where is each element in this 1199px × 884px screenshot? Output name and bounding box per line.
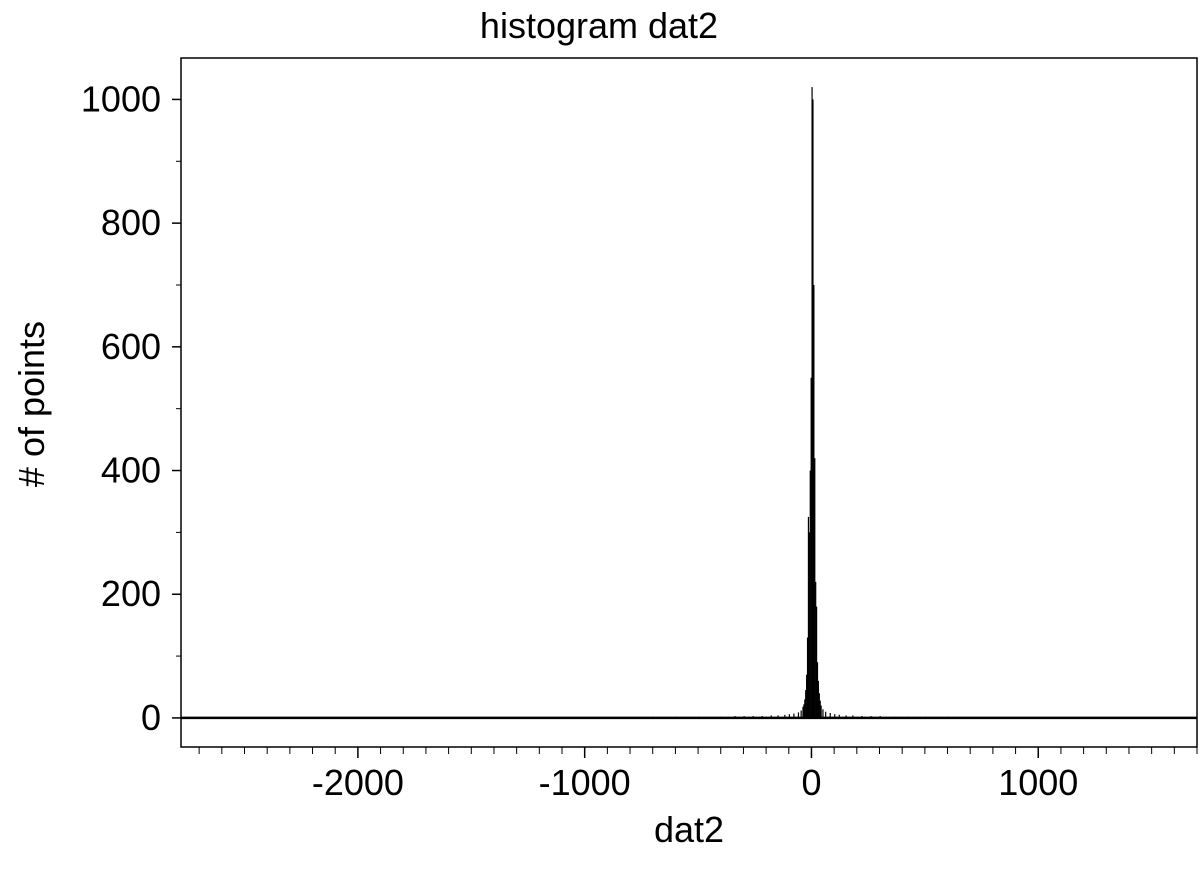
- histogram-bar: [335, 717, 337, 718]
- histogram-bar: [761, 716, 763, 718]
- y-tick-label: 400: [101, 450, 161, 491]
- histogram-bar: [516, 717, 518, 718]
- histogram-bar: [820, 705, 822, 718]
- histogram-bar: [879, 716, 881, 718]
- histogram-bar: [852, 715, 854, 718]
- histogram-bar: [584, 717, 586, 718]
- histogram-bar: [802, 706, 804, 718]
- histogram-bar: [809, 470, 811, 718]
- histogram-bar: [289, 717, 292, 718]
- x-tick-label: -1000: [539, 762, 631, 803]
- histogram-bar: [652, 716, 654, 718]
- x-tick-label: 1000: [998, 762, 1078, 803]
- histogram-bar: [199, 717, 201, 718]
- histogram-bar: [817, 680, 820, 718]
- histogram-bar: [743, 716, 745, 718]
- histogram-bar: [720, 716, 722, 718]
- histogram-bar: [815, 581, 817, 718]
- histogram-bar: [834, 714, 836, 718]
- histogram-bar: [1083, 717, 1085, 718]
- histogram-bar: [380, 717, 382, 718]
- histogram-bar: [970, 717, 972, 718]
- x-tick-label: -2000: [312, 762, 404, 803]
- histogram-bar: [425, 717, 428, 718]
- histogram-bar: [825, 711, 827, 718]
- y-tick-label: 200: [101, 573, 161, 614]
- histogram-bar: [947, 716, 949, 718]
- histogram-bar: [807, 516, 810, 718]
- histogram-bar: [675, 716, 677, 718]
- histogram-bar: [797, 712, 800, 718]
- histogram-bar: [813, 284, 815, 718]
- y-axis-label: # of points: [11, 321, 52, 487]
- chart-title: histogram dat2: [480, 5, 718, 46]
- histogram-bar: [244, 717, 246, 718]
- histogram-bar: [448, 717, 450, 718]
- histogram-bar: [906, 716, 908, 718]
- histogram-bar: [814, 458, 816, 718]
- histogram-bar: [752, 716, 754, 718]
- histogram-bar: [829, 712, 831, 718]
- y-tick-label: 800: [101, 202, 161, 243]
- histogram-bar: [1038, 717, 1040, 718]
- histogram-bar: [806, 637, 809, 718]
- y-tick-label: 600: [101, 326, 161, 367]
- histogram-bar: [804, 699, 806, 718]
- plot-area: 0 200 400 600 800 1000 -2000 -1000 0 1000: [81, 57, 1198, 803]
- histogram-bar: [788, 714, 790, 718]
- histogram-bar: [816, 662, 819, 718]
- histogram-bar: [800, 710, 802, 718]
- x-axis-label: dat2: [654, 809, 724, 850]
- histogram-bar: [1128, 717, 1131, 718]
- histogram-bar: [1194, 717, 1196, 718]
- histogram-bar: [1060, 717, 1063, 718]
- histogram-bar: [805, 690, 807, 718]
- histogram-bar: [221, 717, 224, 718]
- histogram-bar: [838, 714, 840, 718]
- histogram-bar: [267, 717, 269, 718]
- histogram-bar: [471, 717, 473, 718]
- histogram-bar: [734, 716, 736, 718]
- histogram-bar: [811, 87, 813, 718]
- histogram-bar: [562, 717, 564, 718]
- histogram-bar: [803, 704, 805, 718]
- histogram-bar: [784, 714, 786, 718]
- histogram-bar: [893, 716, 895, 718]
- histogram-bar: [806, 674, 808, 718]
- y-tick-label: 1000: [81, 78, 161, 119]
- histogram-bar: [812, 99, 814, 718]
- histogram-bar: [861, 716, 863, 718]
- histogram-bar: [357, 717, 360, 718]
- histogram-bar: [777, 715, 779, 718]
- histogram-bar: [185, 717, 187, 718]
- histogram-bar: [403, 717, 405, 718]
- histogram-bar: [808, 532, 810, 718]
- histogram-bar: [493, 717, 496, 718]
- histogram-bar: [992, 717, 995, 718]
- histogram-bar: [607, 717, 609, 718]
- histogram-bar: [1106, 717, 1108, 718]
- histogram-bar: [1151, 717, 1153, 718]
- plot-frame: [180, 57, 1198, 748]
- y-tick-label: 0: [141, 697, 161, 738]
- histogram-bar: [312, 717, 314, 718]
- histogram-bar: [810, 377, 812, 718]
- histogram-bar: [870, 716, 872, 718]
- histogram-bar: [818, 693, 820, 718]
- histogram-bar: [845, 715, 847, 718]
- histogram-bar: [539, 717, 541, 718]
- histogram-bar: [630, 717, 632, 718]
- histogram-bar: [1174, 717, 1176, 718]
- histogram-bar: [816, 606, 818, 718]
- histogram-bar: [924, 716, 927, 718]
- x-tick-label: 0: [801, 762, 821, 803]
- histogram-bar: [793, 713, 795, 718]
- histogram-bar: [822, 709, 824, 718]
- histogram-bar: [770, 715, 772, 718]
- histogram-bar: [698, 716, 700, 718]
- histogram-bar: [819, 700, 821, 718]
- histogram-bar: [1015, 717, 1017, 718]
